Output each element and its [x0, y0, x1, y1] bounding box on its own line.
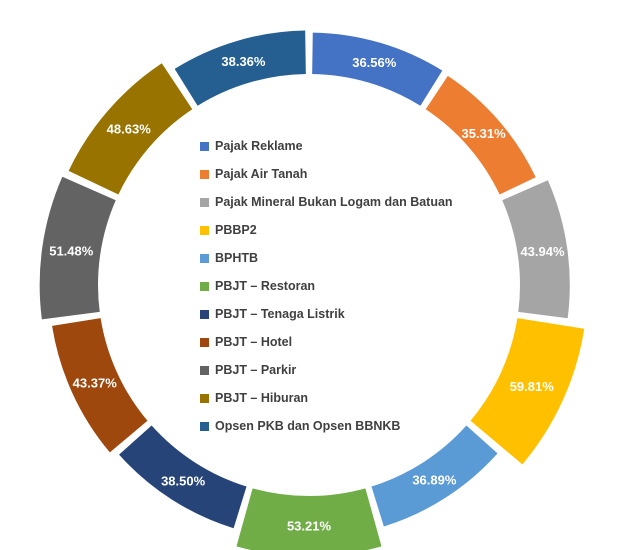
- legend-item-opsen-pkb-dan-opsen-bbnkb: Opsen PKB dan Opsen BBNKB: [200, 412, 453, 440]
- legend-label: Pajak Reklame: [215, 139, 303, 153]
- legend-label: Pajak Air Tanah: [215, 167, 308, 181]
- slice-value-label: 36.89%: [412, 473, 457, 488]
- slice-pbjt-parkir: [39, 176, 116, 320]
- legend-item-bphtb: BPHTB: [200, 244, 453, 272]
- slice-bphtb: [371, 425, 498, 527]
- slice-value-label: 59.81%: [510, 379, 555, 394]
- legend-label: PBJT – Restoran: [215, 279, 316, 293]
- legend-item-pbjt-restoran: PBJT – Restoran: [200, 272, 453, 300]
- slice-value-label: 48.63%: [107, 121, 152, 136]
- slice-value-label: 53.21%: [287, 519, 332, 534]
- legend-swatch: [200, 197, 209, 207]
- legend-item-pbbp2: PBBP2: [200, 216, 453, 244]
- legend-label: PBJT – Hotel: [215, 335, 293, 349]
- slice-value-label: 35.31%: [462, 126, 507, 141]
- slice-value-label: 51.48%: [49, 243, 94, 258]
- legend-swatch: [200, 225, 209, 235]
- legend-swatch: [200, 365, 209, 375]
- legend-label: PBJT – Parkir: [215, 363, 297, 377]
- slice-pbjt-restoran: [236, 488, 382, 550]
- legend-item-pbjt-parkir: PBJT – Parkir: [200, 356, 453, 384]
- legend-label: PBJT – Hiburan: [215, 391, 309, 405]
- slice-value-label: 43.37%: [73, 375, 118, 390]
- slice-pajak-air-tanah: [425, 75, 536, 195]
- legend-item-pajak-reklame: Pajak Reklame: [200, 132, 453, 160]
- slice-value-label: 36.56%: [352, 55, 397, 70]
- legend-label: Opsen PKB dan Opsen BBNKB: [215, 419, 401, 433]
- legend-item-pajak-air-tanah: Pajak Air Tanah: [200, 160, 453, 188]
- legend-swatch: [200, 169, 209, 179]
- legend-item-pbjt-hiburan: PBJT – Hiburan: [200, 384, 453, 412]
- legend-swatch: [200, 253, 209, 263]
- slice-value-label: 43.94%: [520, 244, 565, 259]
- legend-swatch: [200, 421, 209, 431]
- slice-pajak-mineral-bukan-logam-dan-batuan: [502, 180, 570, 319]
- legend: Pajak Reklame Pajak Air Tanah Pajak Minera…: [200, 132, 453, 440]
- slice-value-label: 38.50%: [161, 473, 206, 488]
- slice-pajak-reklame: [312, 32, 443, 106]
- legend-swatch: [200, 281, 209, 291]
- legend-swatch: [200, 393, 209, 403]
- slice-value-label: 38.36%: [221, 54, 266, 69]
- slice-opsen-pkb-dan-opsen-bbnkb: [174, 30, 306, 106]
- legend-item-pbjt-tenaga-listrik: PBJT – Tenaga Listrik: [200, 300, 453, 328]
- legend-swatch: [200, 309, 209, 319]
- slice-pbjt-tenaga-listrik: [119, 425, 247, 529]
- legend-swatch: [200, 141, 209, 151]
- legend-label: PBJT – Tenaga Listrik: [215, 307, 345, 321]
- legend-item-pajak-mineral-bukan-logam-dan-batuan: Pajak Mineral Bukan Logam dan Batuan: [200, 188, 453, 216]
- legend-swatch: [200, 337, 209, 347]
- legend-label: PBBP2: [215, 223, 257, 237]
- slice-pbjt-hiburan: [68, 63, 193, 195]
- slice-pbjt-hotel: [52, 318, 148, 453]
- legend-label: Pajak Mineral Bukan Logam dan Batuan: [215, 195, 453, 209]
- legend-label: BPHTB: [215, 251, 259, 265]
- legend-item-pbjt-hotel: PBJT – Hotel: [200, 328, 453, 356]
- slice-pbbp2: [470, 318, 585, 465]
